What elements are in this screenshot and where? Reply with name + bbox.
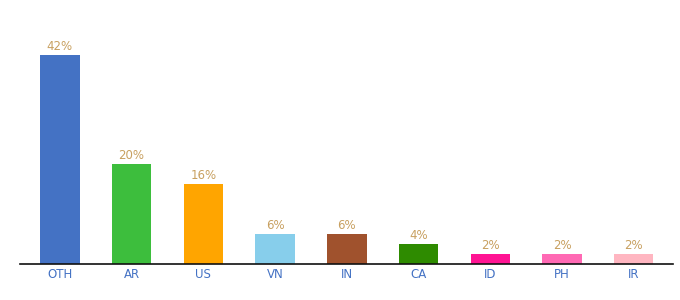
Bar bbox=[327, 234, 367, 264]
Bar bbox=[614, 254, 653, 264]
Bar bbox=[40, 55, 80, 264]
Text: 2%: 2% bbox=[624, 239, 643, 252]
Bar bbox=[542, 254, 581, 264]
Text: 16%: 16% bbox=[190, 169, 216, 182]
Text: 42%: 42% bbox=[47, 40, 73, 53]
Bar bbox=[398, 244, 439, 264]
Bar bbox=[255, 234, 295, 264]
Text: 2%: 2% bbox=[553, 239, 571, 252]
Text: 20%: 20% bbox=[118, 149, 145, 162]
Text: 6%: 6% bbox=[266, 219, 284, 232]
Bar bbox=[184, 184, 223, 264]
Bar bbox=[471, 254, 510, 264]
Text: 2%: 2% bbox=[481, 239, 500, 252]
Text: 6%: 6% bbox=[337, 219, 356, 232]
Bar bbox=[112, 164, 152, 264]
Text: 4%: 4% bbox=[409, 229, 428, 242]
